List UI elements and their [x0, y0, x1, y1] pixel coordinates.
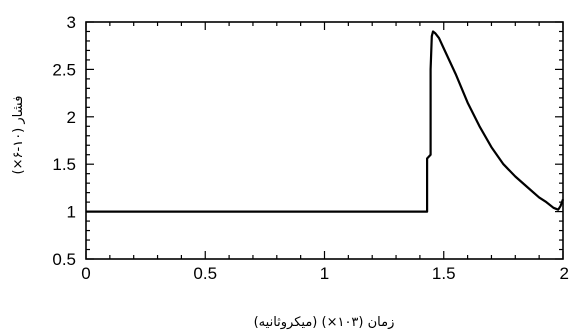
x-tick-label: 0	[81, 264, 90, 283]
y-tick-label: 1	[67, 203, 76, 222]
axis-tick-labels: 0 0.5 1 1.5 2 0.5 1 1.5 2 2.5 3	[52, 13, 569, 283]
y-tick-label: 2.5	[52, 60, 76, 79]
y-tick-label: 0.5	[52, 250, 76, 269]
x-tick-label: 1	[320, 264, 329, 283]
y-tick-label: 3	[67, 13, 76, 32]
y-axis-title: فشار (۱۰-۶×)	[11, 96, 26, 175]
plot-frame	[85, 21, 564, 260]
y-tick-label: 2	[67, 108, 76, 127]
pressure-series-line	[86, 30, 565, 213]
axis-ticks	[85, 21, 564, 260]
x-tick-label: 0.5	[193, 264, 217, 283]
x-axis-title: زمان (۱۰۳×) (میکروثانیه)	[254, 315, 395, 330]
plot-area	[85, 21, 564, 260]
x-tick-label: 1.5	[432, 264, 456, 283]
x-tick-label: 2	[560, 264, 569, 283]
y-tick-label: 1.5	[52, 155, 76, 174]
